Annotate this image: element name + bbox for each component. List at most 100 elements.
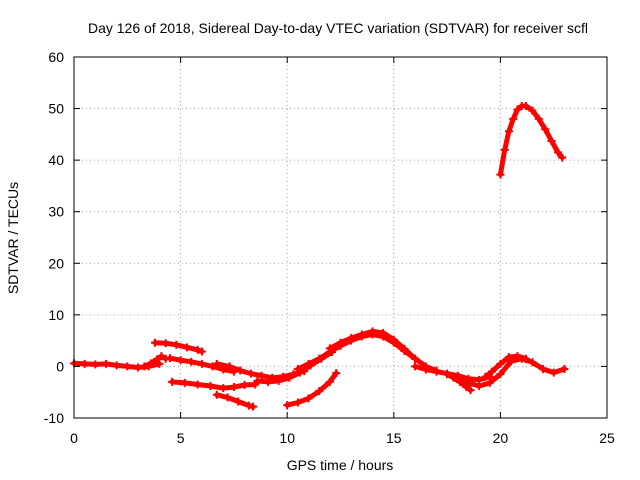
- data-point: [153, 355, 162, 364]
- data-point: [172, 340, 181, 349]
- series-arc-5: [168, 377, 260, 393]
- data-point: [496, 170, 505, 179]
- data-point: [293, 398, 302, 407]
- data-point: [264, 377, 273, 386]
- data-point: [368, 327, 377, 336]
- x-tick-label: 20: [493, 430, 509, 446]
- data-point: [553, 148, 562, 157]
- x-tick-label: 25: [599, 430, 615, 446]
- data-point: [560, 365, 569, 374]
- data-point: [443, 370, 452, 379]
- series-arc-3: [151, 338, 206, 356]
- data-point: [541, 125, 550, 134]
- data-point: [325, 344, 334, 353]
- data-point: [509, 114, 518, 123]
- data-point: [411, 362, 420, 371]
- series-arc-9: [283, 369, 341, 410]
- data-point: [485, 378, 494, 387]
- data-point: [411, 354, 420, 363]
- y-tick-label: 0: [56, 358, 64, 374]
- data-point: [347, 334, 356, 343]
- series-arc-2: [140, 352, 170, 371]
- data-point: [432, 367, 441, 376]
- data-point: [549, 368, 558, 377]
- data-point: [513, 105, 522, 114]
- y-axis-label: SDTVAR / TECUs: [5, 182, 21, 294]
- data-point: [293, 365, 302, 374]
- y-tick-label: 30: [48, 204, 64, 220]
- data-point: [304, 394, 313, 403]
- series-arc-16: [496, 101, 567, 179]
- data-point: [475, 382, 484, 391]
- series-layer: [70, 101, 569, 411]
- data-point: [208, 362, 217, 371]
- y-tick-label: 60: [48, 49, 64, 65]
- data-point: [534, 114, 543, 123]
- data-point: [229, 383, 238, 392]
- data-point: [466, 386, 475, 395]
- data-point: [332, 369, 341, 378]
- series-arc-11: [325, 327, 420, 363]
- data-point: [187, 357, 196, 366]
- y-tick-label: -10: [44, 410, 64, 426]
- data-point: [500, 145, 509, 154]
- data-point: [336, 338, 345, 347]
- data-point: [304, 359, 313, 368]
- data-point: [80, 359, 89, 368]
- data-point: [225, 362, 234, 371]
- data-point: [496, 370, 505, 379]
- data-point: [481, 372, 490, 381]
- data-point: [146, 359, 155, 368]
- data-point: [504, 353, 513, 362]
- data-point: [240, 380, 249, 389]
- data-point: [453, 375, 462, 384]
- data-point: [223, 393, 232, 402]
- data-point: [315, 387, 324, 396]
- data-point: [253, 376, 262, 385]
- data-point: [521, 101, 530, 110]
- data-point: [101, 359, 110, 368]
- data-point: [180, 378, 189, 387]
- x-tick-label: 15: [386, 430, 402, 446]
- data-point: [547, 137, 556, 146]
- y-tick-label: 10: [48, 307, 64, 323]
- data-point: [315, 354, 324, 363]
- data-point: [133, 363, 142, 372]
- data-point: [504, 127, 513, 136]
- axis-ticks: 0 5 10 15 20 25 -10 0 10 20 30 40 50 60: [44, 49, 615, 446]
- data-point: [168, 377, 177, 386]
- series-arc-15: [481, 352, 530, 381]
- data-point: [151, 338, 160, 347]
- x-tick-label: 5: [177, 430, 185, 446]
- plot-frame: [73, 56, 608, 419]
- data-point: [161, 339, 170, 348]
- data-point: [219, 384, 228, 393]
- data-point: [539, 365, 548, 374]
- data-point: [257, 371, 266, 380]
- data-point: [379, 328, 388, 337]
- series-arc-6: [212, 390, 258, 411]
- data-point: [528, 106, 537, 115]
- data-point: [197, 359, 206, 368]
- data-point: [182, 343, 191, 352]
- data-point: [140, 362, 149, 371]
- data-point: [212, 390, 221, 399]
- data-point: [513, 352, 522, 361]
- data-point: [464, 378, 473, 387]
- data-point: [212, 359, 221, 368]
- data-point: [400, 344, 409, 353]
- data-point: [176, 356, 185, 365]
- x-axis-label: GPS time / hours: [287, 457, 394, 473]
- x-tick-label: 0: [70, 430, 78, 446]
- data-point: [283, 401, 292, 410]
- data-point: [274, 376, 283, 385]
- x-tick-label: 10: [279, 430, 295, 446]
- data-point: [123, 362, 132, 371]
- data-point: [244, 401, 253, 410]
- data-point: [357, 330, 366, 339]
- data-point: [193, 345, 202, 354]
- grid: [74, 57, 607, 418]
- data-point: [236, 366, 245, 375]
- data-point: [193, 380, 202, 389]
